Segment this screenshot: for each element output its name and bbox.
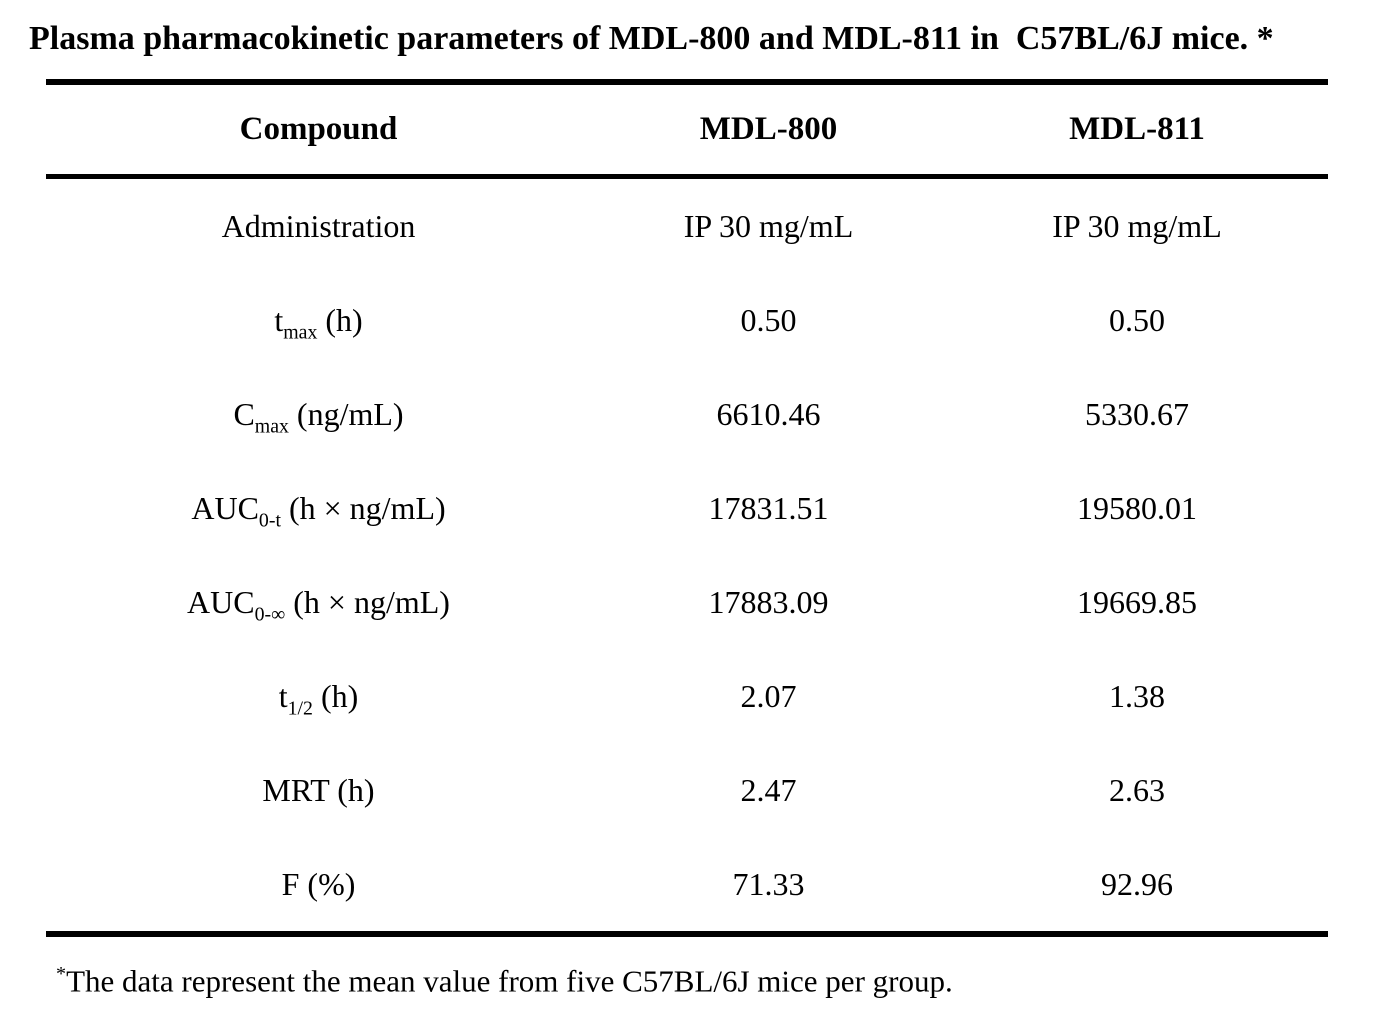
column-header-mdl-811: MDL-811 [946, 82, 1328, 180]
parameter-subscript: 1/2 [287, 696, 313, 719]
value-cell: 1.38 [1109, 677, 1165, 714]
parameter-label-cell: t1/2 (h) [278, 677, 359, 719]
table-row: Cmax (ng/mL) 6610.46 5330.67 [46, 367, 1328, 461]
parameter-subscript: max [283, 320, 318, 343]
value-cell: IP 30 mg/mL [1052, 207, 1222, 244]
table-row: AUC0-∞ (h × ng/mL) 17883.09 19669.85 [46, 555, 1328, 649]
value-cell: 71.33 [732, 865, 805, 902]
value-cell: 0.50 [1109, 301, 1165, 338]
pk-table-body: Administration IP 30 mg/mL IP 30 mg/mL tmax… [46, 177, 1328, 935]
value-cell: 6610.46 [716, 395, 821, 432]
column-header-compound: Compound [46, 82, 591, 180]
parameter-label-cell: AUC0-∞ (h × ng/mL) [187, 583, 450, 625]
value-cell: 2.63 [1109, 771, 1165, 808]
value-cell: 2.47 [740, 771, 797, 808]
parameter-subscript: max [254, 414, 289, 437]
parameter-label-cell: tmax (h) [274, 301, 363, 343]
parameter-label-cell: F (%) [281, 865, 356, 902]
value-cell: 5330.67 [1085, 395, 1189, 432]
value-cell: IP 30 mg/mL [683, 207, 854, 244]
value-cell: 0.50 [740, 301, 797, 338]
table-row: tmax (h) 0.50 0.50 [46, 273, 1328, 367]
value-cell: 17831.51 [708, 489, 829, 526]
header-row: Compound MDL-800 MDL-811 [46, 82, 1328, 180]
value-cell: 2.07 [740, 677, 797, 714]
parameter-label-cell: AUC0-t (h × ng/mL) [191, 489, 446, 531]
value-cell: 19580.01 [1077, 489, 1197, 526]
table-title: Plasma pharmacokinetic parameters of MDL… [29, 20, 1274, 57]
footnote: *The data represent the mean value from … [56, 963, 1374, 999]
table-row: t1/2 (h) 2.07 1.38 [46, 649, 1328, 743]
parameter-subscript: 0-t [258, 508, 281, 531]
parameter-label-cell: Cmax (ng/mL) [233, 395, 404, 437]
footnote-asterisk-marker: * [56, 963, 67, 986]
parameter-label-cell: MRT (h) [262, 771, 375, 808]
table-row: MRT (h) 2.47 2.63 [46, 743, 1328, 837]
column-header-mdl-800: MDL-800 [591, 82, 946, 180]
footnote-text: The data represent the mean value from f… [66, 963, 953, 999]
value-cell: 17883.09 [708, 583, 829, 620]
pk-parameters-table: Compound MDL-800 MDL-811 Administration I… [46, 79, 1328, 938]
table-row: AUC0-t (h × ng/mL) 17831.51 19580.01 [46, 461, 1328, 555]
value-cell: 92.96 [1101, 865, 1173, 902]
table-row: F (%) 71.33 92.96 [46, 837, 1328, 934]
value-cell: 19669.85 [1077, 583, 1197, 620]
table-row: Administration IP 30 mg/mL IP 30 mg/mL [46, 177, 1328, 274]
parameter-subscript: 0-∞ [254, 602, 286, 625]
parameter-label-cell: Administration [221, 207, 416, 244]
